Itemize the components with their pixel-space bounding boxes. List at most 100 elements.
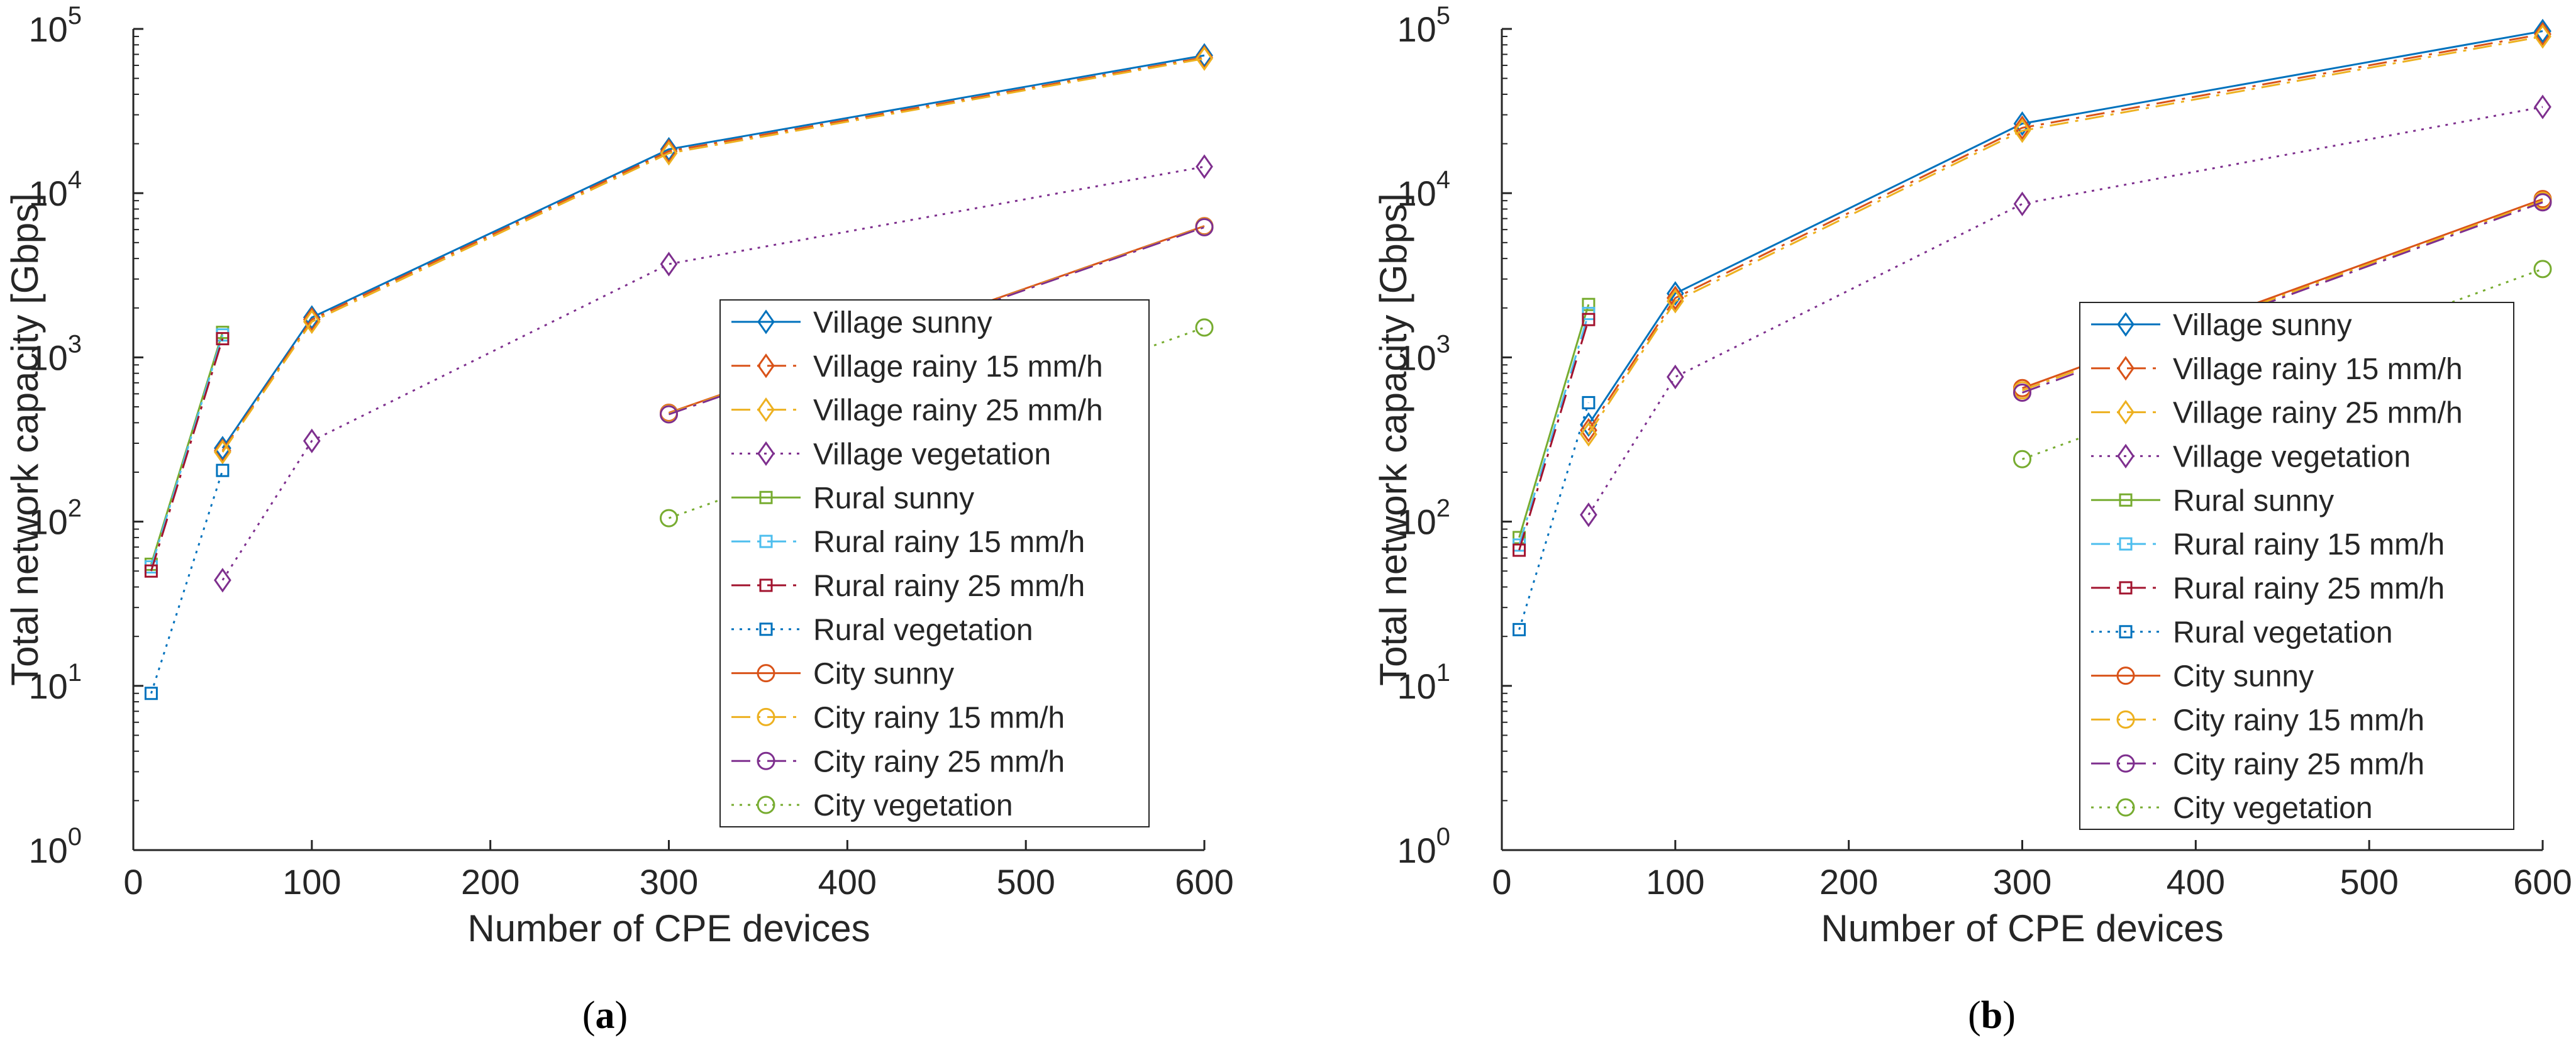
legend-marker [759, 622, 773, 636]
data-point [2534, 18, 2551, 44]
legend-label: City vegetation [2173, 792, 2373, 825]
legend-label: Rural rainy 25 mm/h [2173, 572, 2445, 605]
legend-marker [2116, 710, 2135, 729]
y-tick-exponent: 3 [1436, 330, 1450, 358]
series-line [1518, 304, 1590, 538]
series-line [1587, 35, 2543, 435]
data-point [2533, 193, 2552, 212]
y-tick-exponent: 2 [68, 495, 82, 522]
legend-box [2079, 302, 2514, 830]
legend-marker [757, 751, 775, 770]
series-rural-rainy-25-mm-h [1513, 312, 1596, 557]
data-point [2013, 118, 2031, 143]
data-point [1513, 622, 1526, 636]
legend-label: Village rainy 25 mm/h [813, 394, 1103, 428]
series-line [2021, 201, 2543, 394]
data-point [1195, 218, 1214, 236]
y-tick-exponent: 2 [1436, 495, 1450, 522]
legend-label: Village vegetation [2173, 440, 2411, 473]
data-point [1666, 285, 1684, 311]
x-tick-label: 0 [1492, 862, 1511, 902]
series-line [221, 54, 1205, 449]
legend-marker [2116, 798, 2135, 817]
series-village-vegetation [1580, 94, 2551, 528]
data-point [1196, 46, 1213, 71]
legend-label: Rural vegetation [813, 614, 1033, 647]
legend-label: City rainy 25 mm/h [813, 745, 1065, 778]
series-rural-vegetation [144, 463, 230, 700]
series-line [221, 57, 1205, 453]
legend: Village sunny Village rainy 15 mm/h Villag… [719, 299, 1150, 827]
legend-marker [757, 795, 775, 814]
data-point [1582, 312, 1596, 326]
x-tick-label: 200 [461, 862, 519, 902]
legend-marker [757, 309, 775, 335]
series-village-vegetation [214, 154, 1213, 593]
caption-b-letter: b [1981, 994, 2002, 1037]
legend-label: Rural vegetation [2173, 616, 2393, 650]
legend-label: City sunny [813, 658, 954, 691]
series-village-sunny [214, 43, 1213, 461]
x-tick-label: 500 [2340, 862, 2398, 902]
legend-label: Village rainy 15 mm/h [2173, 353, 2463, 386]
data-point [144, 564, 158, 578]
data-point [214, 568, 231, 593]
legend-label: Rural rainy 25 mm/h [813, 570, 1085, 603]
caption-a: (a) [582, 994, 628, 1037]
data-point [1582, 297, 1596, 311]
data-point [1195, 318, 1214, 337]
legend-marker [2116, 754, 2135, 773]
legend-marker [757, 397, 775, 423]
data-point [303, 309, 321, 335]
data-point [660, 405, 678, 424]
legend-marker [759, 534, 773, 548]
legend-box [719, 299, 1150, 827]
legend-label: City vegetation [813, 789, 1013, 822]
legend-label: Village rainy 15 mm/h [813, 350, 1103, 384]
y-tick-label: 105 [28, 2, 82, 49]
legend-label: City sunny [2173, 660, 2314, 694]
legend-label: Rural rainy 15 mm/h [813, 526, 1085, 559]
series-line [1587, 30, 2543, 426]
legend-label: City rainy 15 mm/h [2173, 704, 2424, 737]
y-tick-exponent: 5 [68, 2, 82, 30]
series-line [221, 165, 1205, 581]
y-axis-label: Total network capacity [Gbps] [4, 193, 46, 686]
legend-marker [757, 707, 775, 726]
data-point [303, 307, 321, 332]
data-point [660, 252, 678, 277]
chart-panel-a: 0 100 200 300 400 500 600100101102103104105Num… [4, 2, 1234, 949]
legend-label: Village sunny [2173, 309, 2352, 342]
series-line [1587, 33, 2543, 431]
series-rural-vegetation [1513, 395, 1596, 636]
x-tick-label: 0 [123, 862, 143, 902]
series-line [669, 226, 1205, 416]
legend-marker [757, 664, 775, 683]
data-point [2534, 24, 2551, 49]
y-tick-exponent: 1 [1436, 659, 1450, 687]
data-point [1580, 422, 1597, 447]
legend-label: Village vegetation [813, 438, 1051, 471]
legend-label: Village sunny [813, 306, 992, 340]
data-point [1582, 395, 1596, 409]
series-line [221, 56, 1205, 451]
x-axis-label: Number of CPE devices [1821, 907, 2223, 949]
legend-marker [2116, 666, 2135, 685]
series-line [150, 338, 224, 572]
series-line [1518, 402, 1590, 630]
legend-marker [2119, 493, 2133, 507]
x-tick-label: 600 [1175, 862, 1233, 902]
x-tick-label: 300 [1993, 862, 2051, 902]
legend-label: Rural sunny [813, 482, 974, 515]
series-city-rainy-25-mm-h [660, 218, 1214, 424]
data-point [660, 138, 678, 164]
series-village-rainy-25-mm-h [214, 46, 1213, 465]
data-point [2013, 450, 2031, 468]
legend-marker [2119, 625, 2133, 639]
legend-label: Village rainy 25 mm/h [2173, 397, 2463, 430]
x-tick-label: 600 [2513, 862, 2572, 902]
data-point [214, 440, 231, 465]
legend-marker [757, 353, 775, 379]
x-tick-label: 400 [818, 862, 877, 902]
